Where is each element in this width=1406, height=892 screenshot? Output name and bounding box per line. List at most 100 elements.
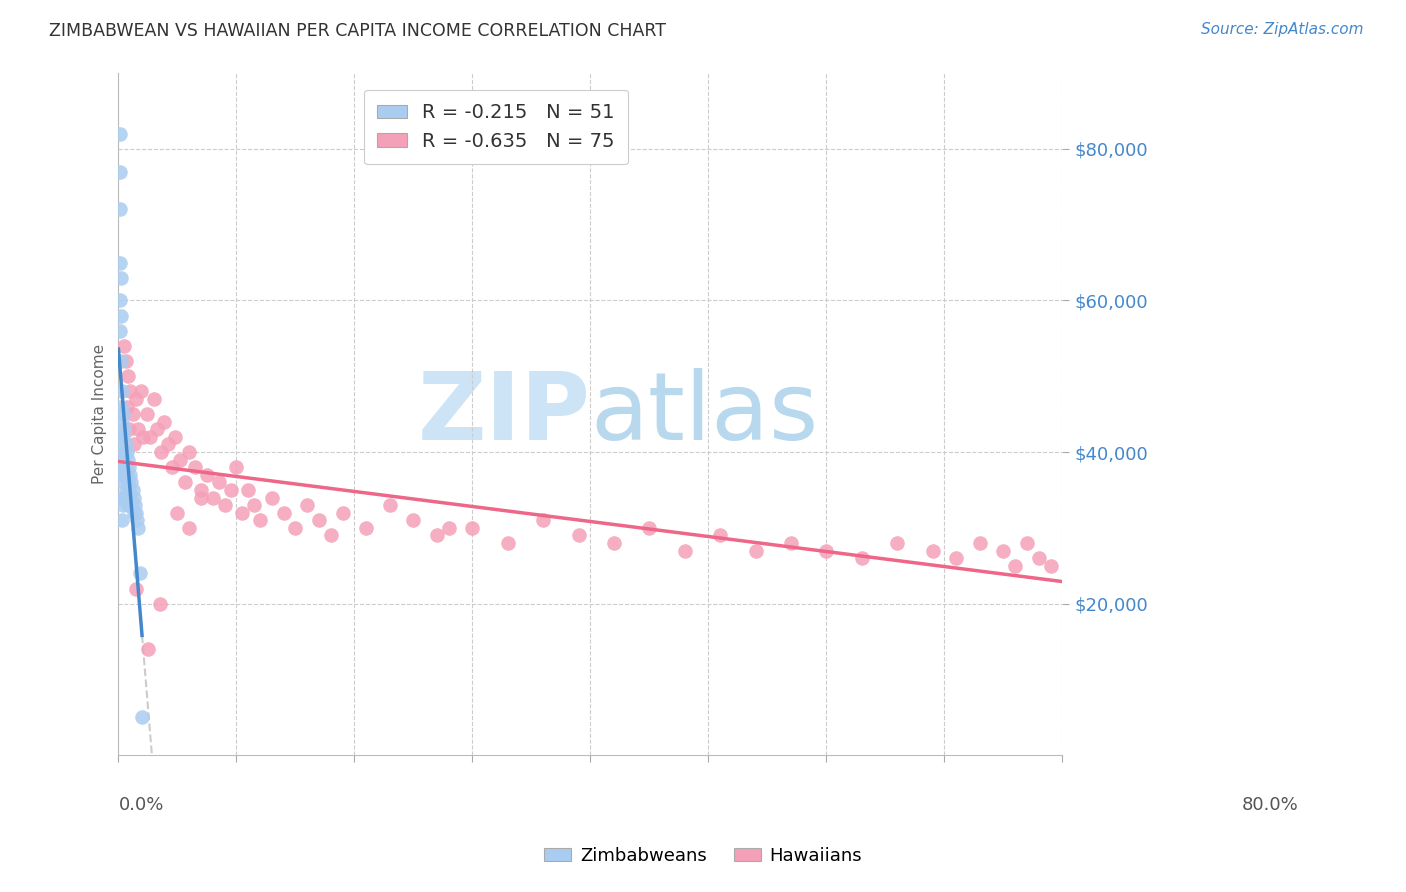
Point [112,422,135,436]
Point [132,430,155,444]
Point [108,202,131,217]
Point [127,513,149,527]
Point [179,445,201,459]
Point [111,491,134,505]
Point [249,513,271,527]
Point [110,270,132,285]
Point [219,483,242,497]
Point [142,392,165,406]
Point [136,642,159,657]
Point [118,483,141,497]
Point [149,597,172,611]
Point [115,445,138,459]
Point [121,407,143,421]
Point [969,536,991,550]
Point [166,506,188,520]
Point [273,506,295,520]
Point [461,521,484,535]
Point [332,506,354,520]
Point [426,528,449,542]
Point [603,536,626,550]
Point [110,460,132,475]
Point [111,513,134,527]
Point [173,475,195,490]
Point [131,710,153,724]
Point [993,543,1015,558]
Point [160,460,183,475]
Point [139,430,162,444]
Point [112,475,135,490]
Point [886,536,908,550]
Point [190,491,212,505]
Point [165,430,187,444]
Point [110,354,132,368]
Point [108,164,131,178]
Point [146,422,169,436]
Point [117,369,139,384]
Point [851,551,873,566]
Point [108,255,131,269]
Point [238,483,260,497]
Point [225,460,247,475]
Point [780,536,803,550]
Point [118,422,141,436]
Point [112,339,135,353]
Point [122,506,145,520]
Point [673,543,696,558]
Point [531,513,554,527]
Point [568,528,591,542]
Point [112,430,135,444]
Point [744,543,766,558]
Point [115,491,138,505]
Point [945,551,967,566]
Text: 80.0%: 80.0% [1241,797,1298,814]
Point [114,437,136,451]
Point [179,521,201,535]
Point [1004,558,1026,573]
Point [319,528,342,542]
Point [112,452,135,467]
Point [638,521,661,535]
Point [110,400,132,414]
Point [108,324,131,338]
Point [120,475,142,490]
Point [117,475,139,490]
Point [214,498,236,512]
Point [117,452,139,467]
Point [122,437,145,451]
Point [184,460,207,475]
Point [284,521,307,535]
Point [297,498,319,512]
Point [108,293,131,308]
Point [129,384,152,399]
Point [122,491,145,505]
Point [111,384,134,399]
Point [112,407,135,421]
Point [115,400,138,414]
Point [402,513,425,527]
Point [208,475,231,490]
Text: ZIP: ZIP [418,368,591,460]
Point [128,566,150,581]
Point [125,506,148,520]
Point [121,483,143,497]
Point [921,543,943,558]
Point [114,460,136,475]
Point [709,528,731,542]
Point [190,483,212,497]
Point [243,498,266,512]
Point [112,467,135,482]
Point [135,407,157,421]
Point [1028,551,1050,566]
Point [120,491,142,505]
Point [111,415,134,429]
Point [108,127,131,141]
Point [125,392,148,406]
Point [120,384,142,399]
Legend: R = -0.215   N = 51, R = -0.635   N = 75: R = -0.215 N = 51, R = -0.635 N = 75 [364,89,628,164]
Point [496,536,519,550]
Y-axis label: Per Capita Income: Per Capita Income [93,344,107,484]
Point [149,445,172,459]
Text: Source: ZipAtlas.com: Source: ZipAtlas.com [1201,22,1364,37]
Point [437,521,460,535]
